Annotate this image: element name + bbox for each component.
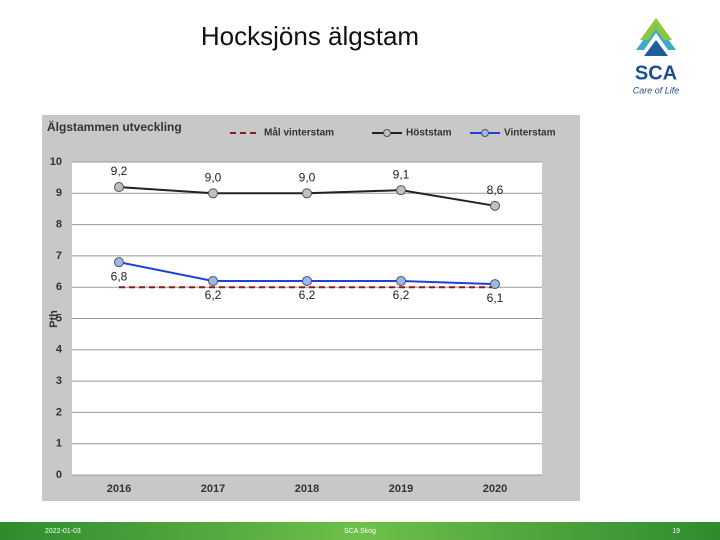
value-label: 9,0 — [299, 170, 316, 184]
legend-marker — [383, 129, 391, 137]
x-tick-label: 2019 — [389, 483, 413, 495]
value-label: 6,1 — [487, 291, 504, 305]
y-tick-label: 0 — [56, 469, 62, 481]
legend-label: Höststam — [406, 128, 452, 139]
y-tick-label: 10 — [50, 156, 62, 168]
y-tick-label: 9 — [56, 187, 62, 199]
value-label: 9,0 — [205, 170, 222, 184]
y-tick-label: 1 — [56, 438, 62, 450]
value-label: 6,8 — [111, 269, 128, 283]
value-label: 9,2 — [111, 164, 128, 178]
y-tick-label: 3 — [56, 375, 62, 387]
logo: SCA Care of Life — [633, 18, 680, 95]
footer-center: SCA Skog — [344, 528, 376, 535]
marker — [396, 185, 406, 196]
logo-mark — [644, 40, 668, 56]
value-label: 6,2 — [299, 288, 316, 302]
legend-label: Mål vinterstam — [264, 127, 334, 139]
y-tick-label: 5 — [56, 312, 62, 324]
marker — [302, 188, 312, 199]
marker — [396, 275, 406, 286]
marker — [114, 182, 124, 193]
y-tick-label: 2 — [56, 406, 62, 418]
marker — [114, 257, 124, 268]
value-label: 6,2 — [205, 288, 222, 302]
footer-band — [0, 522, 720, 540]
chart-title: Älgstammen utveckling — [47, 119, 182, 134]
footer-page: 19 — [672, 528, 680, 535]
y-tick-label: 6 — [56, 281, 62, 293]
legend-marker — [481, 129, 489, 137]
logo-tagline: Care of Life — [633, 85, 680, 95]
value-label: 8,6 — [487, 183, 504, 197]
chart: 0 1 2 3 4 5 6 7 8 9 10 2016 2017 2018 2019 2020 Mål vint… — [50, 127, 556, 495]
marker — [302, 275, 312, 286]
slide-title: Hocksjöns älgstam — [201, 21, 419, 51]
logo-name: SCA — [635, 62, 677, 84]
x-tick-label: 2016 — [107, 483, 131, 495]
value-label: 6,2 — [393, 288, 410, 302]
y-tick-label: 7 — [56, 250, 62, 262]
value-label: 9,1 — [393, 167, 410, 181]
logo-mark — [640, 18, 672, 40]
x-tick-label: 2020 — [483, 483, 507, 495]
marker — [490, 279, 500, 290]
x-tick-label: 2018 — [295, 483, 319, 495]
logo-mark — [636, 22, 676, 50]
y-axis-label: Pth — [48, 310, 60, 328]
marker — [208, 188, 218, 199]
y-tick-label: 4 — [56, 344, 63, 356]
marker — [490, 200, 500, 211]
legend-label: Vinterstam — [504, 128, 556, 139]
y-tick-label: 8 — [56, 219, 62, 231]
footer-date: 2022-01-03 — [45, 528, 81, 535]
x-tick-label: 2017 — [201, 483, 225, 495]
marker — [208, 275, 218, 286]
